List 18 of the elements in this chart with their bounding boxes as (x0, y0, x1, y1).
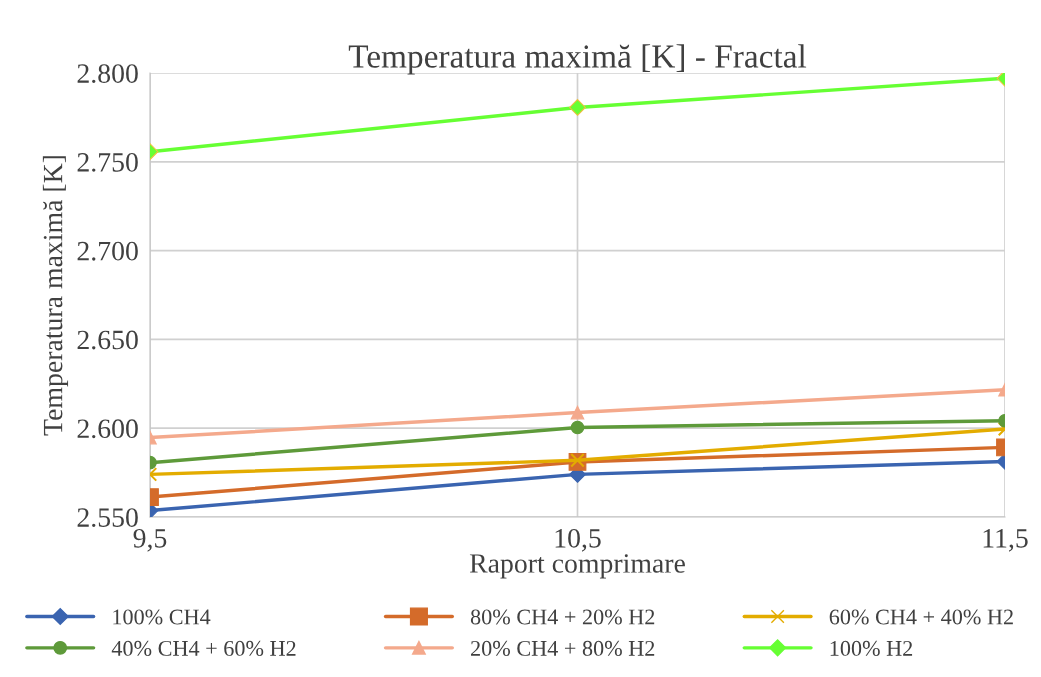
legend-label: 100% H2 (830, 640, 913, 656)
legend-label: 20% CH4 + 80% H2 (471, 640, 655, 656)
x-tick-label: 10,5 (555, 528, 601, 552)
x-axis-title: Raport comprimare (469, 554, 685, 579)
x-tick-label: 11,5 (983, 529, 1028, 552)
chart-title: Temperatura maximă [K] - Fractal (348, 44, 807, 75)
legend-label: 80% CH4 + 20% H2 (470, 609, 655, 625)
y-tick-label: 2.700 (77, 241, 138, 261)
y-tick-label: 2.550 (77, 508, 138, 528)
y-tick-label: 2.750 (77, 152, 138, 172)
y-tick-label: 2.800 (77, 64, 138, 84)
y-axis-title: Temperatura maximă [K] (42, 156, 69, 436)
legend-label: 40% CH4 + 60% H2 (111, 640, 296, 656)
y-tick-label: 2.650 (77, 330, 138, 350)
legend-label: 100% CH4 (113, 609, 211, 625)
x-tick-label: 9,5 (133, 528, 167, 552)
y-tick-label: 2.600 (77, 419, 138, 439)
legend-label: 60% CH4 + 40% H2 (829, 609, 1013, 625)
